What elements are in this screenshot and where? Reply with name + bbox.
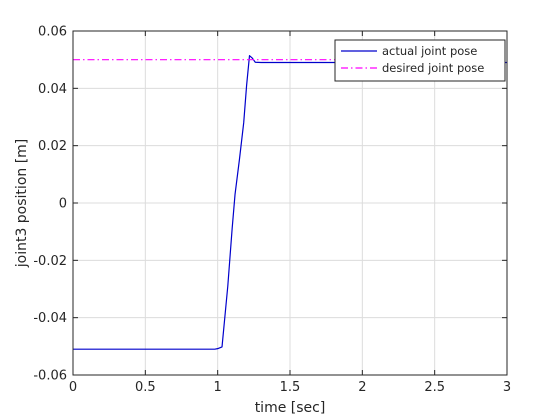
grid — [73, 31, 507, 375]
y-tick-label: 0.04 — [38, 82, 67, 97]
x-tick-label: 2.5 — [424, 380, 445, 395]
series-layer — [73, 55, 507, 350]
y-tick-label: -0.02 — [33, 254, 67, 269]
y-tick-label: -0.06 — [33, 369, 67, 384]
x-tick-label: 0.5 — [135, 380, 156, 395]
ticks: 0 0.5 1 1.5 2 2.5 3 -0.06 -0.04 -0.02 0 0.02 0.04 0.0… — [33, 25, 511, 396]
y-axis-label: joint3 position [m] — [14, 139, 30, 269]
x-tick-label: 3 — [503, 380, 511, 395]
legend: actual joint pose desired joint pose — [334, 39, 506, 82]
y-tick-label: -0.04 — [33, 311, 67, 326]
y-tick-label: 0.06 — [38, 25, 67, 40]
y-tick-label: 0 — [59, 197, 67, 212]
legend-box — [334, 39, 506, 82]
legend-entry-label: desired joint pose — [382, 61, 484, 75]
y-tick-label: 0.02 — [38, 139, 67, 154]
x-tick-label: 1.5 — [280, 380, 301, 395]
legend-entry-label: actual joint pose — [382, 44, 477, 58]
x-axis-label: time [sec] — [255, 400, 326, 416]
series-line-actual-joint-pose — [73, 55, 507, 350]
x-tick-label: 1 — [214, 380, 222, 395]
x-tick-label: 0 — [69, 380, 77, 395]
x-tick-label: 2 — [358, 380, 366, 395]
